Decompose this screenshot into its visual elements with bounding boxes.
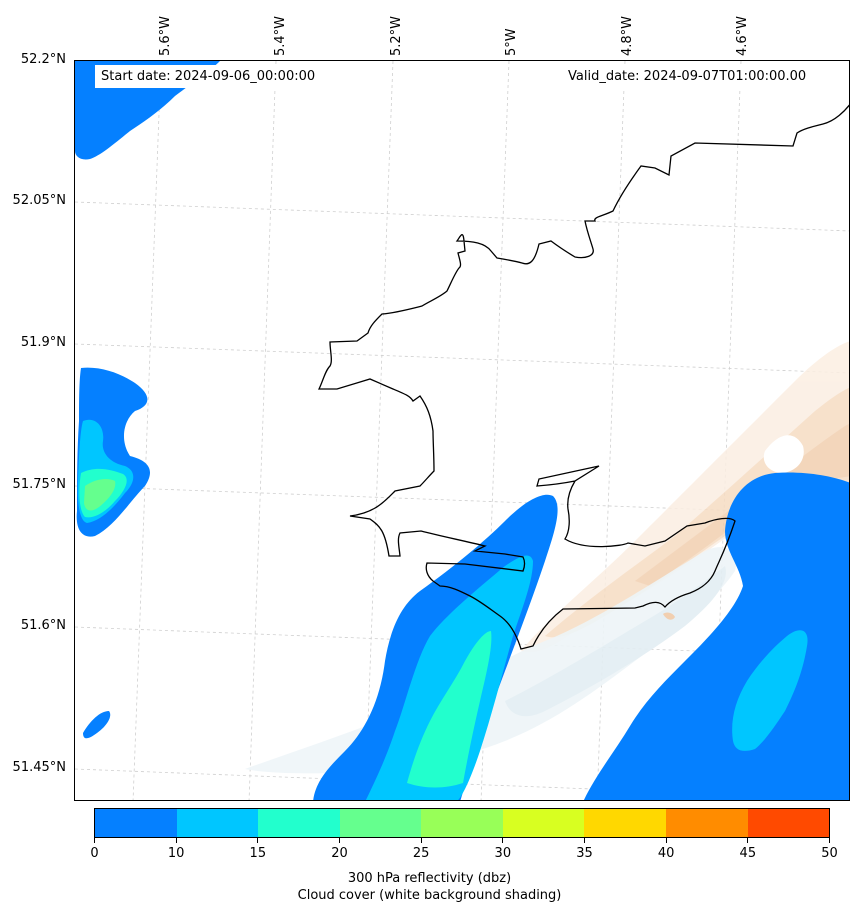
colorbar-segment [421, 809, 503, 837]
cloud-cover-cool [245, 547, 736, 774]
colorbar-title: 300 hPa reflectivity (dbz) [347, 871, 512, 886]
cloud-cool-inner [505, 566, 726, 717]
cloud-warm-hole [763, 435, 804, 473]
gridline-lat-51.9 [75, 343, 849, 374]
colorbar-segment [339, 809, 422, 837]
lat-label-52.05: 52.05°N [12, 193, 66, 208]
lon-label-5.6: 5.6°W [158, 15, 173, 56]
reflectivity-band-central-20 [407, 631, 492, 788]
map-canvas [75, 61, 849, 800]
colorbar-tick [339, 838, 340, 843]
colorbar-segment [176, 809, 259, 837]
colorbar-tick-label: 25 [412, 846, 430, 861]
gridline-lon-5.4 [248, 61, 277, 800]
colorbar-tick [747, 838, 749, 843]
colorbar-tick-label: 30 [494, 846, 512, 861]
start-date-label: Start date: 2024-09-06_00:00:00 [95, 65, 322, 88]
reflectivity-blob-sw [83, 711, 111, 739]
colorbar-tick [257, 838, 259, 843]
colorbar-tick-label: 10 [167, 846, 185, 861]
valid-date-label: Valid_date: 2024-09-07T01:00:00.00 [562, 65, 813, 88]
colorbar-tick-label: 35 [576, 846, 593, 861]
cloud-cool-outer [245, 547, 736, 774]
gridline-lon-5.6 [132, 61, 162, 800]
colorbar-tick [665, 838, 667, 843]
colorbar-tick-label: 45 [739, 846, 757, 861]
colorbar-tick-label: 0 [90, 846, 99, 861]
colorbar [94, 808, 830, 838]
reflectivity-band-central-15 [365, 555, 533, 800]
lon-label-4.6: 4.6°W [735, 15, 750, 56]
colorbar-segment [95, 809, 177, 837]
reflectivity-cell-west-25 [84, 478, 116, 511]
lon-label-4.8: 4.8°W [620, 15, 635, 56]
lat-label-51.9: 51.9°N [20, 335, 66, 350]
colorbar-segment [584, 809, 666, 837]
cloud-warm-outer [521, 341, 849, 653]
reflectivity-band-east [583, 472, 849, 800]
gridline-lon-4.8 [596, 61, 626, 800]
lon-label-5: 5°W [504, 28, 519, 56]
reflectivity-speck [663, 612, 675, 620]
colorbar-tick [584, 838, 585, 843]
lat-label-52.2: 52.2°N [20, 52, 66, 67]
map-panel [74, 60, 850, 801]
colorbar-tick [829, 838, 830, 843]
colorbar-segment [258, 809, 340, 837]
lon-label-5.2: 5.2°W [389, 15, 404, 56]
colorbar-tick [420, 838, 422, 843]
lon-label-5.4: 5.4°W [273, 15, 288, 56]
colorbar-segment [502, 809, 585, 837]
colorbar-tick-label: 40 [657, 846, 675, 861]
lat-label-51.6: 51.6°N [20, 618, 66, 633]
reflectivity-field [75, 61, 849, 800]
coastline [317, 104, 849, 650]
colorbar-subtitle: Cloud cover (white background shading) [297, 888, 562, 903]
colorbar-tick [502, 838, 504, 843]
reflectivity-band-east-15 [732, 630, 808, 751]
colorbar-segment [747, 809, 830, 837]
lat-label-51.75: 51.75°N [12, 477, 66, 492]
colorbar-tick-label: 50 [821, 846, 838, 861]
lat-label-51.45: 51.45°N [12, 760, 66, 775]
gridline-lat-52.05 [75, 201, 849, 232]
colorbar-tick [94, 838, 95, 843]
colorbar-tick-label: 20 [331, 846, 348, 861]
colorbar-tick-label: 15 [249, 846, 267, 861]
colorbar-tick [175, 838, 177, 843]
colorbar-segment [665, 809, 748, 837]
